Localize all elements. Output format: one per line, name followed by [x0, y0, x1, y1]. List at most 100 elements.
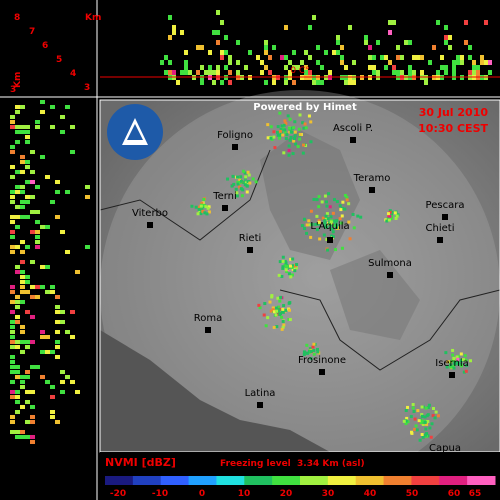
profile-echo	[264, 50, 268, 55]
echo	[343, 193, 347, 197]
profile-echo	[464, 20, 468, 25]
profile-echo	[444, 25, 448, 30]
echo	[278, 312, 282, 316]
echo	[272, 325, 276, 329]
profile-echo	[35, 210, 40, 214]
profile-echo	[216, 10, 220, 15]
profile-echo	[50, 290, 55, 294]
city-label: Ascoli P.	[333, 123, 373, 134]
profile-echo	[344, 65, 348, 70]
profile-echo	[484, 20, 488, 25]
profile-echo	[380, 55, 384, 60]
echo	[277, 305, 281, 309]
profile-echo	[312, 80, 316, 85]
profile-echo	[10, 420, 15, 424]
profile-echo	[160, 60, 164, 65]
profile-echo	[444, 70, 448, 75]
echo	[289, 130, 293, 134]
echo	[327, 192, 331, 196]
echo	[452, 361, 456, 365]
profile-echo	[50, 350, 55, 354]
profile-echo	[30, 180, 35, 184]
colorbar-tick-label: 50	[406, 489, 419, 499]
echo	[452, 357, 456, 361]
echo	[324, 214, 328, 218]
echo	[277, 136, 281, 140]
echo	[266, 316, 270, 320]
city-label: Chieti	[426, 223, 455, 234]
profile-echo	[20, 160, 25, 164]
echo	[283, 130, 287, 134]
echo	[419, 421, 423, 425]
profile-echo	[10, 365, 15, 369]
echo	[305, 343, 309, 347]
profile-echo	[15, 140, 20, 144]
profile-echo	[176, 80, 180, 85]
colorbar-segment	[216, 476, 245, 485]
profile-echo	[10, 250, 15, 254]
profile-echo	[15, 390, 20, 394]
profile-echo	[324, 50, 328, 55]
city-label: Foligno	[217, 130, 253, 141]
profile-echo	[408, 40, 412, 45]
profile-echo	[220, 20, 224, 25]
profile-echo	[196, 45, 200, 50]
echo	[202, 197, 206, 201]
profile-echo	[392, 20, 396, 25]
echo	[421, 422, 425, 426]
profile-echo	[348, 80, 352, 85]
echo	[298, 132, 302, 136]
altitude-labels: Km 8 7 6 5 4 3 Km 3	[10, 13, 101, 95]
echo	[321, 216, 325, 220]
profile-echo	[188, 70, 192, 75]
profile-echo	[10, 345, 15, 349]
echo	[246, 170, 250, 174]
echo	[196, 212, 200, 216]
profile-echo	[45, 265, 50, 269]
profile-echo	[85, 195, 90, 199]
profile-echo	[25, 280, 30, 284]
echo	[290, 273, 294, 277]
echo	[309, 120, 313, 124]
colorbar-segment	[327, 476, 357, 485]
echo	[388, 209, 392, 213]
profile-echo	[10, 360, 15, 364]
echo	[328, 220, 332, 224]
echo	[289, 275, 293, 279]
echo	[279, 131, 283, 135]
profile-echo	[40, 335, 45, 339]
echo	[387, 216, 391, 220]
profile-echo	[10, 335, 15, 339]
profile-echo	[244, 65, 248, 70]
echo	[282, 304, 286, 308]
profile-echo	[200, 65, 204, 70]
echo	[266, 136, 270, 140]
profile-echo	[216, 65, 220, 70]
profile-echo	[10, 300, 15, 304]
profile-echo	[15, 410, 20, 414]
echo	[276, 130, 280, 134]
profile-echo	[284, 55, 288, 60]
echo	[286, 114, 290, 118]
profile-echo	[10, 320, 15, 324]
profile-echo	[456, 55, 460, 60]
profile-echo	[20, 350, 25, 354]
profile-echo	[65, 330, 70, 334]
profile-echo	[452, 70, 456, 75]
profile-echo	[15, 365, 20, 369]
profile-echo	[260, 70, 264, 75]
city-label: Isernia	[435, 358, 469, 369]
echo	[271, 308, 275, 312]
profile-echo	[220, 80, 224, 85]
echo	[262, 313, 266, 317]
echo	[326, 217, 330, 221]
profile-echo	[35, 125, 40, 129]
echo	[427, 403, 431, 407]
city-label: Terni	[212, 191, 237, 202]
profile-echo	[35, 220, 40, 224]
echo	[205, 212, 209, 216]
profile-echo	[15, 130, 20, 134]
profile-echo	[376, 70, 380, 75]
profile-echo	[412, 70, 416, 75]
